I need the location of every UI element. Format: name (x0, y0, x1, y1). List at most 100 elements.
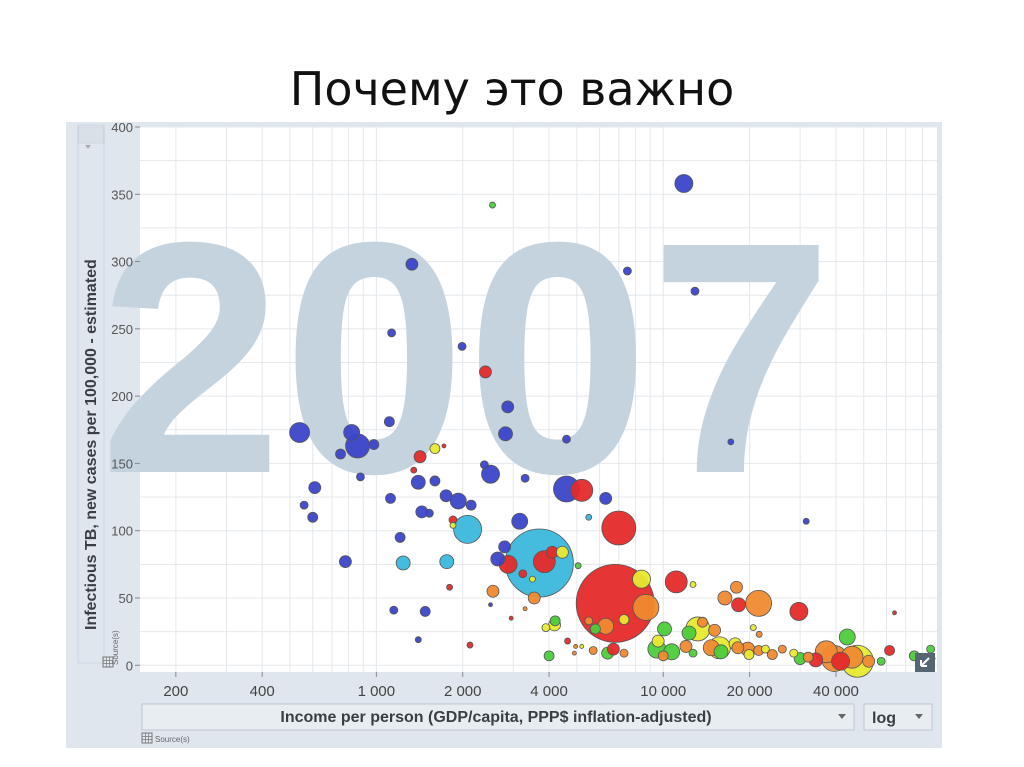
bubble[interactable] (688, 648, 698, 658)
bubble[interactable] (690, 286, 700, 296)
bubble[interactable] (681, 625, 697, 641)
bubble[interactable] (410, 466, 418, 474)
bubble[interactable] (465, 499, 477, 511)
bubble[interactable] (651, 634, 665, 648)
bubble[interactable] (356, 472, 365, 482)
bubble[interactable] (439, 554, 455, 570)
bubble[interactable] (562, 434, 571, 444)
bubble[interactable] (674, 174, 694, 193)
bubble[interactable] (679, 640, 693, 653)
bubble[interactable] (383, 416, 395, 428)
bubble[interactable] (549, 615, 561, 627)
scale-dropdown[interactable] (863, 703, 933, 731)
bubble[interactable] (479, 365, 492, 379)
bubble[interactable] (585, 513, 593, 521)
bubble[interactable] (579, 644, 585, 649)
bubble[interactable] (479, 460, 489, 470)
bubble[interactable] (299, 500, 309, 510)
bubble[interactable] (429, 443, 441, 455)
bubble[interactable] (599, 492, 613, 505)
bubble[interactable] (541, 623, 551, 632)
bubble[interactable] (501, 400, 515, 414)
bubble[interactable] (368, 439, 380, 450)
bubble[interactable] (727, 438, 735, 446)
bubble[interactable] (289, 422, 310, 443)
bubble[interactable] (439, 489, 453, 503)
bubble[interactable] (413, 450, 427, 464)
bubble[interactable] (731, 641, 745, 655)
bubble[interactable] (574, 562, 582, 570)
bubble[interactable] (389, 605, 399, 615)
bubble[interactable] (424, 508, 434, 518)
bubble[interactable] (730, 580, 743, 594)
bubble[interactable] (529, 575, 536, 583)
bubble[interactable] (343, 424, 361, 441)
bubble[interactable] (457, 341, 467, 351)
bubble[interactable] (789, 602, 809, 621)
bubble[interactable] (926, 644, 936, 654)
bubble[interactable] (743, 649, 755, 660)
bubble[interactable] (511, 512, 529, 530)
bubble[interactable] (884, 645, 895, 656)
bubble[interactable] (527, 591, 541, 605)
bubble[interactable] (570, 478, 594, 502)
bubble[interactable] (490, 551, 506, 567)
bubble[interactable] (708, 623, 721, 637)
bubble[interactable] (308, 481, 322, 495)
bubble[interactable] (657, 621, 672, 637)
bubble[interactable] (618, 614, 630, 625)
bubble[interactable] (488, 602, 493, 608)
bubble[interactable] (745, 589, 773, 617)
bubble[interactable] (307, 511, 319, 523)
bubble[interactable] (449, 492, 467, 510)
bubble[interactable] (564, 637, 571, 645)
bubble[interactable] (419, 606, 431, 617)
bubble[interactable] (731, 597, 746, 613)
bubble[interactable] (619, 648, 629, 658)
bubble[interactable] (697, 616, 708, 628)
bubble[interactable] (508, 615, 514, 621)
bubble[interactable] (588, 646, 598, 655)
bubble[interactable] (466, 641, 474, 649)
bubble[interactable] (589, 623, 601, 635)
bubble[interactable] (571, 650, 577, 656)
bubble[interactable] (395, 555, 411, 571)
bubble[interactable] (449, 521, 457, 529)
bubble[interactable] (335, 448, 346, 460)
bubble[interactable] (555, 545, 569, 559)
bubble[interactable] (755, 630, 763, 638)
bubble[interactable] (892, 610, 897, 616)
bubble[interactable] (573, 644, 579, 649)
bubble[interactable] (689, 581, 697, 588)
bubble[interactable] (713, 644, 729, 660)
bubble[interactable] (520, 473, 530, 483)
bubble[interactable] (802, 651, 814, 663)
x-indicator-selector[interactable] (141, 703, 855, 731)
x-source-link[interactable]: Source(s) (155, 735, 190, 744)
bubble[interactable] (601, 510, 637, 546)
bubble[interactable] (831, 651, 850, 671)
bubble[interactable] (405, 257, 419, 271)
bubble[interactable] (385, 493, 396, 504)
bubble[interactable] (632, 594, 660, 621)
bubble[interactable] (429, 475, 441, 487)
bubble[interactable] (789, 648, 799, 658)
bubble[interactable] (339, 555, 352, 569)
bubble[interactable] (489, 201, 496, 209)
bubble[interactable] (387, 328, 396, 338)
bubble[interactable] (838, 628, 856, 646)
bubble[interactable] (481, 464, 500, 484)
bubble[interactable] (446, 583, 453, 591)
bubble[interactable] (657, 650, 669, 662)
bubble[interactable] (543, 650, 555, 662)
bubble[interactable] (766, 649, 778, 660)
bubble[interactable] (597, 617, 615, 635)
bubble[interactable] (632, 569, 651, 589)
bubble[interactable] (453, 514, 483, 544)
bubble[interactable] (498, 540, 512, 554)
bubble[interactable] (717, 590, 733, 606)
bubble[interactable] (749, 624, 757, 631)
bubble[interactable] (394, 532, 406, 543)
bubble[interactable] (584, 616, 594, 626)
bubble[interactable] (410, 474, 426, 490)
